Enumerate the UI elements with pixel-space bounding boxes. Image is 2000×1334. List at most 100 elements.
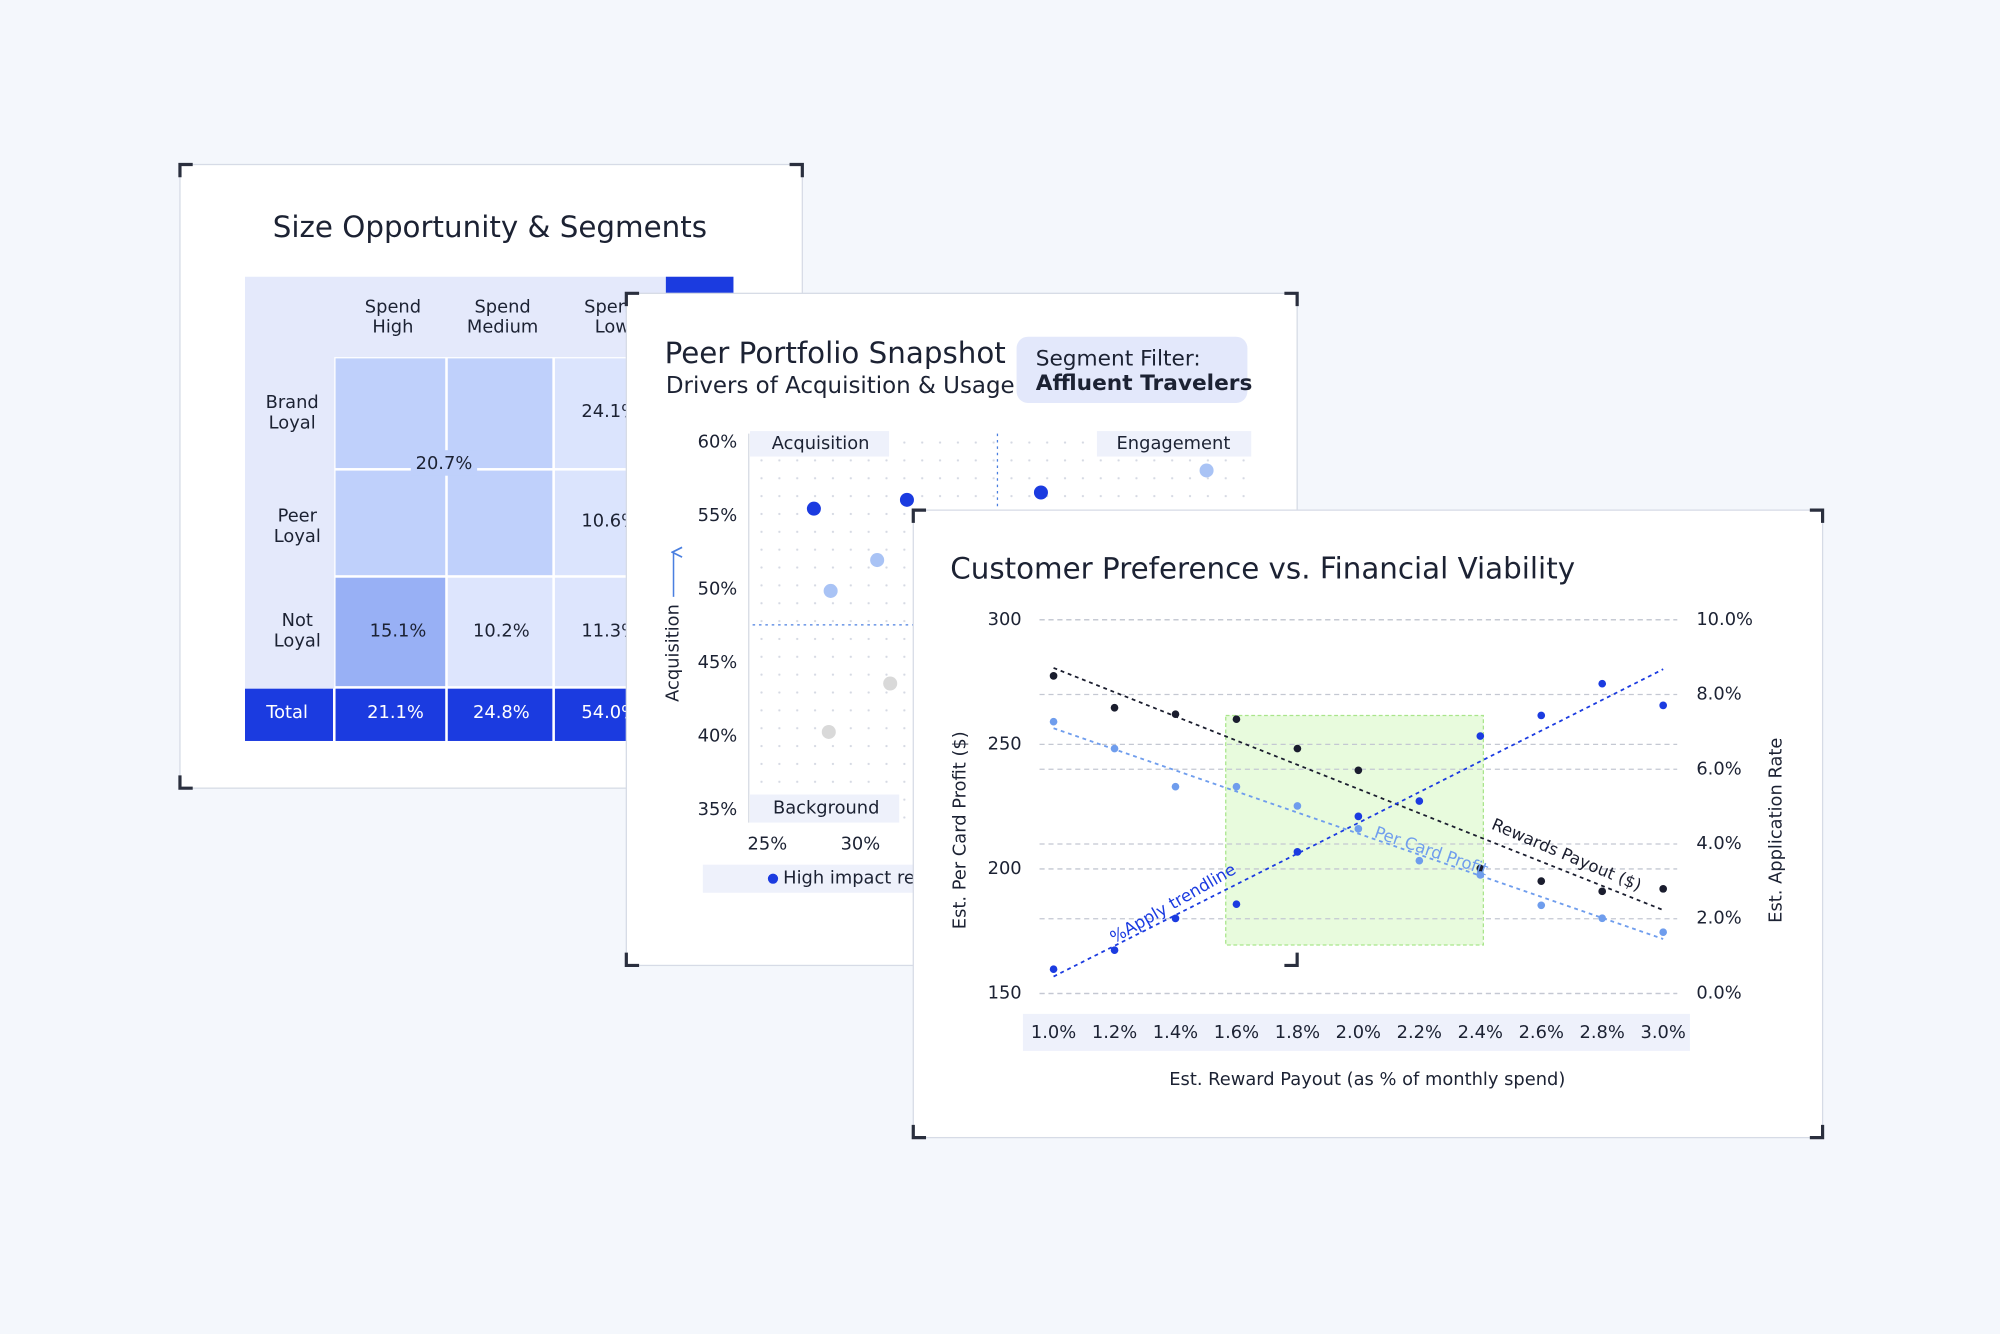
- data-point: [1049, 717, 1058, 726]
- corner-bracket: [178, 162, 193, 178]
- y-tick-label: 55%: [698, 505, 738, 526]
- trendline: [1053, 668, 1664, 978]
- cell-value: 24.1%: [581, 401, 638, 422]
- y-axis-title: Acquisition: [663, 604, 684, 702]
- cell-value: 15.1%: [370, 620, 427, 641]
- corner-bracket: [624, 952, 640, 968]
- card-title: Size Opportunity & Segments: [273, 210, 707, 244]
- x-tick-label: 1.4%: [1153, 1022, 1198, 1043]
- data-point: [1110, 946, 1119, 954]
- data-point: [1598, 679, 1607, 688]
- cell-value: 10.6%: [581, 511, 638, 532]
- data-point: [1293, 744, 1302, 753]
- quadrant-label: Engagement: [1117, 433, 1231, 454]
- data-point: [1537, 711, 1546, 720]
- x-tick-label: 2.4%: [1458, 1022, 1503, 1043]
- corner-bracket: [1809, 508, 1825, 523]
- data-point: [1659, 701, 1667, 710]
- y2-axis-title: Est. Application Rate: [1766, 738, 1787, 923]
- row-label: Peer Loyal: [274, 506, 321, 547]
- data-point: [1293, 802, 1302, 810]
- data-point: [823, 583, 838, 598]
- y2-tick-label: 10.0%: [1696, 609, 1753, 630]
- y2-tick-label: 2.0%: [1696, 908, 1741, 929]
- corner-bracket: [789, 162, 804, 178]
- quadrant-label-bg: [750, 431, 890, 457]
- y-tick-label: 300: [988, 609, 1022, 630]
- row-label: Not Loyal: [274, 610, 321, 651]
- cell: [447, 470, 553, 576]
- cell-value: 21.1%: [367, 702, 424, 723]
- data-point: [1232, 782, 1241, 791]
- data-point: [1354, 812, 1363, 821]
- corner-bracket: [1284, 952, 1299, 968]
- data-point: [1537, 901, 1546, 910]
- trendline: [1053, 667, 1664, 911]
- data-point: [883, 676, 898, 691]
- data-point: [1171, 710, 1180, 719]
- row-label: Brand Loyal: [266, 392, 319, 433]
- data-point: [1354, 766, 1363, 775]
- y2-tick-label: 8.0%: [1696, 684, 1741, 705]
- quadrant-label-bg: [1096, 431, 1252, 457]
- corner-bracket: [1809, 1124, 1825, 1140]
- data-point: [1033, 485, 1048, 500]
- x-tick-label: 2.2%: [1397, 1022, 1442, 1043]
- data-point: [1415, 856, 1424, 865]
- y2-tick-label: 6.0%: [1696, 758, 1741, 779]
- filter-badge[interactable]: [1016, 336, 1248, 404]
- quadrant-label: Acquisition: [772, 433, 870, 454]
- x-tick-label: 1.6%: [1214, 1022, 1259, 1043]
- quadrant-label-bg: [750, 794, 900, 823]
- cell-value: 11.3%: [581, 620, 638, 641]
- x-tick-label: 1.8%: [1275, 1022, 1320, 1043]
- data-point: [1171, 914, 1180, 923]
- legend-swatch: [767, 873, 779, 884]
- data-point: [821, 724, 836, 739]
- y-tick-label: 250: [988, 733, 1022, 754]
- corner-bracket: [911, 508, 927, 523]
- x-tick-label: 1.2%: [1092, 1022, 1137, 1043]
- data-point: [1415, 797, 1424, 805]
- corner-bracket: [624, 291, 640, 307]
- y2-tick-label: 4.0%: [1696, 833, 1741, 854]
- card-title: Peer Portfolio Snapshot: [665, 336, 1006, 370]
- card-title: Customer Preference vs. Financial Viabil…: [950, 552, 1575, 586]
- data-point: [1476, 732, 1485, 740]
- y-tick-label: 50%: [698, 578, 738, 599]
- corner-bracket: [911, 1124, 927, 1140]
- cell-value: 54.0%: [581, 702, 638, 723]
- x-tick-band: [1022, 1013, 1690, 1051]
- data-point: [1598, 887, 1607, 896]
- highlight-region: [1225, 714, 1484, 946]
- data-point: [1049, 672, 1058, 680]
- x-tick-label: 25%: [748, 833, 788, 854]
- cell: [335, 358, 446, 469]
- x-tick-label: 2.8%: [1580, 1022, 1625, 1043]
- total-cell: [335, 688, 446, 741]
- data-point: [1537, 877, 1546, 885]
- data-point: [1232, 900, 1241, 909]
- corner-bracket: [178, 775, 193, 790]
- data-point: [899, 492, 914, 507]
- data-point: [1476, 864, 1485, 873]
- data-point: [1659, 928, 1667, 937]
- filter-value: Affluent Travelers: [1036, 371, 1253, 396]
- y-tick-label: 45%: [698, 652, 738, 673]
- y2-tick-label: 0.0%: [1696, 982, 1741, 1003]
- legend-bg: [702, 864, 927, 893]
- y-tick-label: 60%: [698, 432, 738, 453]
- cell: [447, 358, 553, 469]
- cell-value: 24.8%: [473, 702, 530, 723]
- card-subtitle: Drivers of Acquisition & Usage: [666, 373, 1015, 399]
- x-tick-label: 30%: [841, 833, 881, 854]
- y-tick-label: 200: [988, 858, 1022, 879]
- corner-bracket: [1284, 291, 1299, 307]
- cell: [335, 470, 446, 576]
- data-point: [1232, 715, 1241, 724]
- cell-value: 10.2%: [473, 620, 530, 641]
- column-header: Spend Medium: [467, 296, 538, 337]
- data-point: [1598, 914, 1607, 923]
